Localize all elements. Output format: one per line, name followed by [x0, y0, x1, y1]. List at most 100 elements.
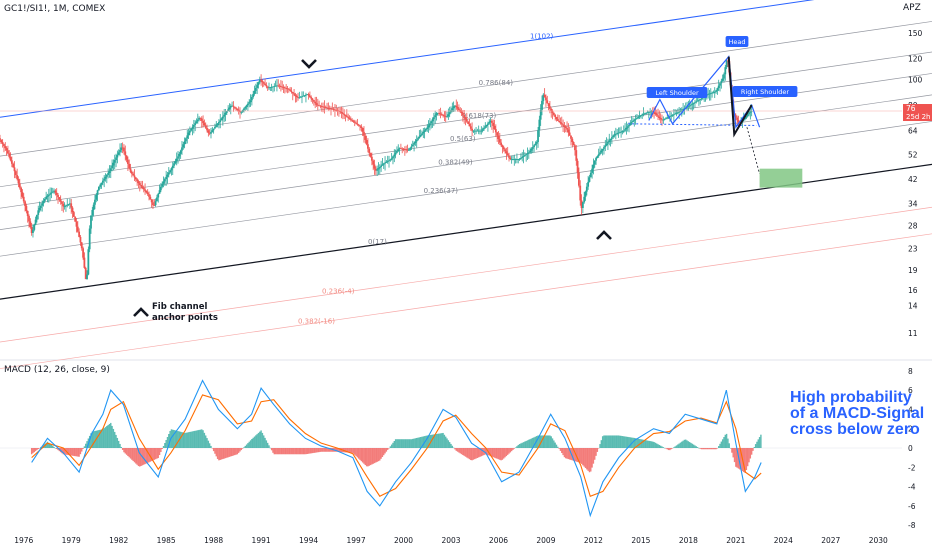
macd-histogram-bar: [381, 448, 384, 457]
price-candle-body: [442, 114, 444, 116]
price-axis-tick-5: 28: [908, 222, 918, 231]
price-candle-body: [212, 128, 215, 131]
macd-histogram-bar: [550, 436, 552, 448]
price-candle-body: [314, 101, 317, 104]
price-candle-body: [409, 148, 412, 150]
price-candle-body: [149, 196, 152, 200]
price-candle-body: [687, 106, 690, 108]
symbol-title[interactable]: GC1!/SI1!, 1M, COMEX: [4, 4, 106, 14]
macd-histogram-bar: [727, 438, 729, 448]
macd-histogram-bar: [231, 448, 233, 457]
price-candle-body: [575, 150, 578, 161]
price-candle-body: [527, 152, 530, 154]
price-candle-body: [487, 123, 489, 125]
macd-histogram-bar: [446, 438, 448, 448]
price-candle-body: [579, 185, 582, 201]
macd-histogram-bar: [694, 445, 696, 448]
head-shoulders-outline: [648, 55, 761, 129]
price-candle-body: [71, 207, 74, 213]
macd-histogram-bar: [226, 448, 228, 458]
macd-histogram-bar: [545, 435, 547, 448]
time-axis-tick-7: 1997: [347, 536, 366, 545]
price-candle-body: [88, 228, 91, 250]
price-candle-body: [104, 176, 107, 179]
price-candle-body: [63, 206, 66, 208]
price-candle-body: [675, 113, 678, 114]
price-candle-body: [86, 274, 88, 280]
price-candle-body: [430, 121, 433, 124]
price-candle-body: [435, 113, 438, 116]
fib-level-label-0: 1(102): [530, 33, 554, 41]
price-candle-body: [448, 112, 451, 115]
price-candle-body: [186, 135, 189, 139]
macd-histogram-bar: [273, 448, 275, 455]
price-candle-body: [410, 146, 413, 149]
price-candle-body: [112, 162, 115, 166]
price-candle-body: [552, 112, 555, 115]
macd-histogram-bar: [253, 436, 256, 448]
price-candle-body: [543, 94, 546, 98]
macd-histogram-bar: [642, 439, 645, 448]
macd-indicator-title[interactable]: MACD (12, 26, close, 9): [4, 365, 110, 375]
price-candle-body: [712, 92, 715, 94]
macd-histogram-bar: [85, 443, 87, 448]
macd-histogram-bar: [675, 445, 678, 448]
price-candle-body: [336, 110, 339, 112]
macd-histogram-bar: [468, 448, 471, 460]
macd-histogram-bar: [627, 436, 629, 448]
price-candle-body: [181, 147, 183, 151]
price-candle-body: [521, 157, 524, 158]
macd-histogram-bar: [667, 448, 670, 451]
macd-histogram-bar: [670, 448, 672, 450]
price-candle-body: [736, 117, 739, 120]
macd-histogram-bar: [305, 448, 307, 455]
fib-level-label-1: 0.786(84): [479, 79, 514, 87]
macd-histogram-bar: [219, 448, 221, 460]
price-candle-body: [634, 118, 637, 120]
macd-histogram-bar: [293, 448, 295, 455]
price-candle-body: [229, 105, 232, 108]
macd-histogram-bar: [48, 442, 50, 448]
macd-histogram-bar: [757, 439, 759, 448]
macd-histogram-bar: [688, 442, 691, 448]
price-candle-body: [674, 113, 677, 115]
price-candle-body: [7, 150, 9, 154]
price-candle-body: [745, 116, 748, 118]
macd-histogram-bar: [716, 448, 719, 449]
price-candle-body: [721, 78, 724, 81]
price-candle-body: [310, 97, 313, 99]
price-candle-body: [54, 190, 57, 193]
scale-mode-button[interactable]: APZ: [903, 3, 921, 13]
price-candle-body: [92, 204, 95, 210]
macd-histogram-bar: [303, 448, 306, 455]
price-candle-body: [734, 115, 737, 118]
macd-histogram-bar: [202, 430, 204, 448]
price-candle-body: [364, 135, 367, 140]
price-candle-body: [165, 176, 168, 180]
macd-histogram-bar: [543, 435, 546, 448]
price-candle-body: [541, 100, 543, 110]
macd-histogram-bar: [223, 448, 225, 459]
price-axis-tick-0: 11: [908, 329, 918, 338]
price-candle-body: [177, 156, 179, 159]
macd-histogram-bar: [207, 440, 210, 448]
macd-histogram-bar: [611, 435, 613, 448]
macd-histogram-bar: [517, 444, 519, 448]
price-candle-body: [55, 192, 58, 195]
price-candle-body: [382, 163, 385, 165]
macd-histogram-bar: [551, 438, 554, 448]
macd-histogram-bar: [347, 448, 349, 453]
macd-histogram-bar: [481, 448, 484, 456]
price-candle-body: [370, 156, 373, 161]
macd-histogram-bar: [371, 448, 373, 465]
price-candle-body: [650, 111, 653, 113]
price-candle-body: [485, 124, 488, 127]
macd-histogram-bar: [132, 448, 134, 462]
price-candle-body: [622, 130, 625, 132]
macd-histogram-bar: [572, 448, 575, 461]
price-candle-body: [84, 267, 87, 280]
macd-histogram-bar: [756, 441, 758, 448]
macd-histogram-bar: [52, 445, 54, 448]
price-candle-body: [10, 160, 13, 164]
